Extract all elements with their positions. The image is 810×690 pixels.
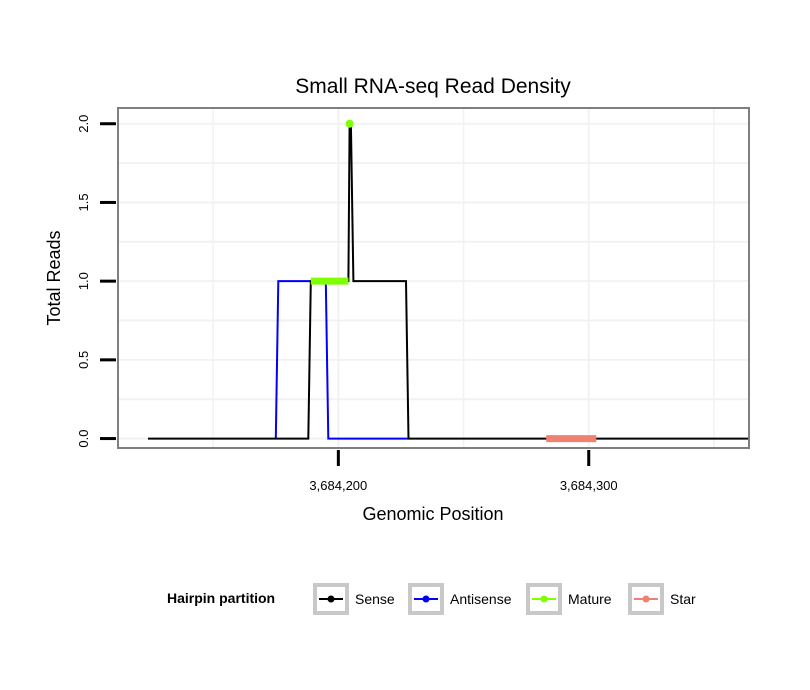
legend-key-point [642,595,650,603]
legend-item-antisense: Antisense [408,583,512,615]
x-tick-label: 3,684,200 [309,478,367,493]
legend-item-sense: Sense [313,583,395,615]
axes: 0.0 0.5 1.0 1.5 2.0 3,684,200 3,684,300 [76,115,618,493]
series-mature-point [345,119,354,128]
legend-label-antisense: Antisense [450,591,512,607]
chart-title: Small RNA-seq Read Density [295,75,571,98]
legend-item-star: Star [628,583,696,615]
legend-key-point [422,595,430,603]
legend-key-point [327,595,335,603]
series-layer [148,119,749,443]
legend-item-mature: Mature [526,583,612,615]
y-tick-label: 0.5 [76,351,91,369]
legend-title: Hairpin partition [167,590,275,606]
y-tick-label: 1.0 [76,272,91,290]
y-tick-label: 1.5 [76,193,91,211]
legend-key-point [540,595,548,603]
plot-grid [118,108,749,448]
y-tick-label: 2.0 [76,115,91,133]
legend-label-sense: Sense [355,591,395,607]
x-tick-label: 3,684,300 [560,478,618,493]
x-axis-title: Genomic Position [362,504,503,524]
y-axis-title: Total Reads [44,230,64,325]
plot-panel-border [117,107,750,449]
legend: Hairpin partition Sense Antisense Mature Sta… [167,583,696,615]
legend-label-star: Star [670,591,696,607]
legend-label-mature: Mature [568,591,612,607]
y-tick-label: 0.0 [76,430,91,448]
